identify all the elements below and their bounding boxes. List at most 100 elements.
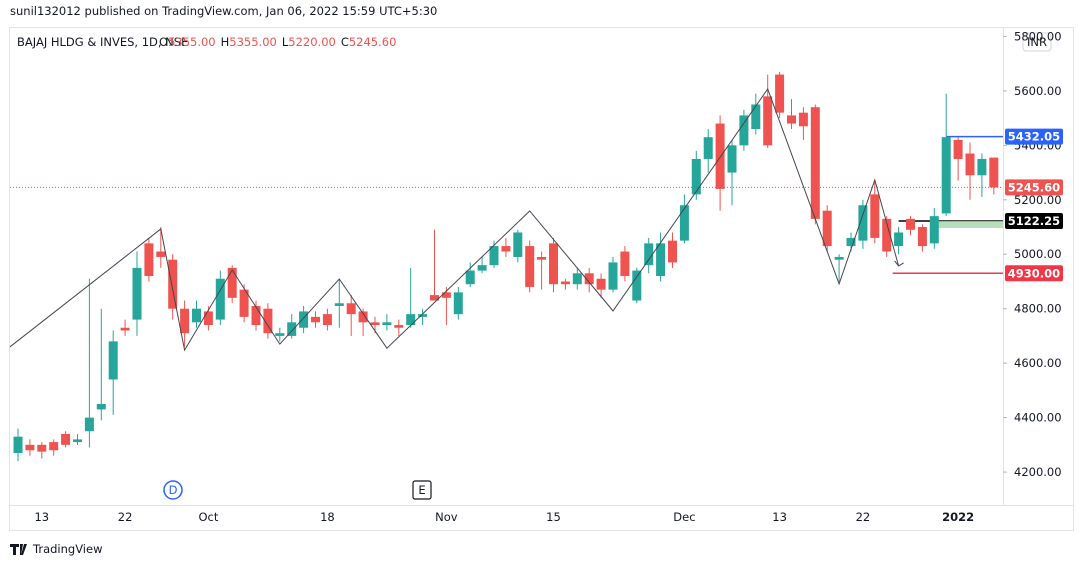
- candle-body: [822, 210, 832, 247]
- x-tick-label: 18: [320, 510, 335, 524]
- candle-body: [215, 278, 225, 320]
- y-tick-label: 5200.00: [1014, 193, 1062, 207]
- candle-body: [251, 305, 261, 326]
- x-tick-label: 13: [34, 510, 49, 524]
- candle-body: [858, 205, 868, 241]
- candle-body: [465, 270, 475, 285]
- candle-body: [917, 227, 927, 247]
- candle-body: [965, 153, 975, 176]
- candle-body: [311, 316, 320, 323]
- symbol-legend: BAJAJ HLDG & INVES, 1D, NSE O5355.00 H535…: [17, 35, 396, 49]
- candle-body: [501, 246, 511, 252]
- x-tick-label: 22: [856, 510, 871, 524]
- candle-body: [668, 240, 677, 263]
- candle-body: [37, 444, 47, 452]
- candle-body: [584, 273, 594, 285]
- symbol: BAJAJ HLDG & INVES, 1D, NSE: [17, 35, 188, 49]
- ohlc-key: H: [221, 35, 230, 49]
- candle-body: [96, 403, 106, 410]
- candle-body: [834, 256, 844, 260]
- candle-body: [13, 436, 23, 453]
- y-tick-label: 5600.00: [1014, 84, 1062, 98]
- candle-body: [168, 259, 178, 309]
- candle-body: [989, 157, 999, 188]
- candle-body: [798, 112, 808, 127]
- candle-body: [192, 308, 201, 323]
- dividend-marker[interactable]: [163, 480, 183, 500]
- price-label: 5245.60: [1008, 180, 1060, 194]
- candle-body: [263, 308, 273, 334]
- candle-body: [84, 417, 94, 432]
- candle-body: [203, 311, 213, 326]
- ohlc-value: 5245.60: [349, 35, 397, 49]
- candle-body: [775, 74, 785, 113]
- y-tick-label: 5800.00: [1014, 29, 1062, 43]
- tv-logo: [10, 544, 27, 555]
- candle-body: [453, 292, 463, 315]
- candle-body: [906, 218, 915, 230]
- candle-body: [787, 115, 796, 124]
- x-tick-label: Oct: [198, 510, 218, 524]
- candle-body: [537, 256, 547, 260]
- y-tick-label: 5000.00: [1014, 247, 1062, 261]
- candle-body: [691, 158, 701, 195]
- candle-body: [977, 158, 987, 176]
- candle-body: [334, 303, 344, 306]
- candle-body: [394, 325, 404, 328]
- candle-body: [287, 322, 297, 336]
- candle-body: [679, 205, 689, 241]
- candle-body: [406, 314, 416, 326]
- x-tick-label: 22: [118, 510, 133, 524]
- y-tick-label: 4400.00: [1014, 411, 1062, 425]
- currency: INR: [1027, 35, 1047, 49]
- candle-body: [620, 251, 630, 277]
- candle-body: [358, 311, 368, 323]
- candle-body: [418, 314, 428, 317]
- candle-body: [441, 292, 451, 298]
- candle-body: [846, 237, 856, 247]
- price-label-box: [1005, 128, 1063, 145]
- candle-body: [715, 123, 725, 189]
- publish-info: sunil132012 published on TradingView.com…: [10, 4, 437, 18]
- x-tick-label: Dec: [673, 510, 695, 524]
- candle-body: [299, 311, 309, 328]
- ohlc-value: 5355.00: [168, 35, 216, 49]
- candle-body: [739, 115, 749, 146]
- candle-body: [572, 273, 582, 285]
- candle-body: [239, 289, 249, 317]
- y-tick-label: 4600.00: [1014, 356, 1062, 370]
- frame: [9, 27, 1074, 531]
- x-tick-label: Nov: [435, 510, 458, 524]
- ohlc-key: C: [341, 35, 349, 49]
- candle-body: [477, 265, 487, 271]
- candle-body: [227, 267, 237, 298]
- candle-body: [489, 246, 499, 266]
- candle-body: [560, 281, 570, 285]
- candle-body: [870, 194, 880, 238]
- candle-body: [525, 246, 535, 287]
- candle-body: [953, 139, 963, 159]
- ohlc-key: O: [159, 35, 168, 49]
- zigzag: [9, 87, 900, 352]
- zone: [936, 220, 1003, 228]
- candle-body: [108, 341, 118, 380]
- candle-body: [608, 262, 618, 290]
- candle-body: [346, 303, 356, 315]
- price-label: 4930.00: [1008, 266, 1060, 280]
- zigzag-arrow: [894, 260, 904, 267]
- candle-body: [144, 243, 154, 277]
- price-label-box: [1005, 265, 1063, 282]
- x-tick-label: 2022: [942, 510, 974, 524]
- candle-body: [703, 137, 713, 159]
- price-label-box: [1005, 179, 1063, 196]
- earnings-marker[interactable]: [412, 480, 432, 500]
- candle-body: [810, 107, 820, 219]
- candle-body: [596, 278, 606, 290]
- candle-body: [513, 232, 523, 257]
- ohlc-key: L: [282, 35, 289, 49]
- candle-body: [549, 243, 558, 285]
- candle-body: [763, 96, 773, 146]
- candle-body: [751, 104, 761, 130]
